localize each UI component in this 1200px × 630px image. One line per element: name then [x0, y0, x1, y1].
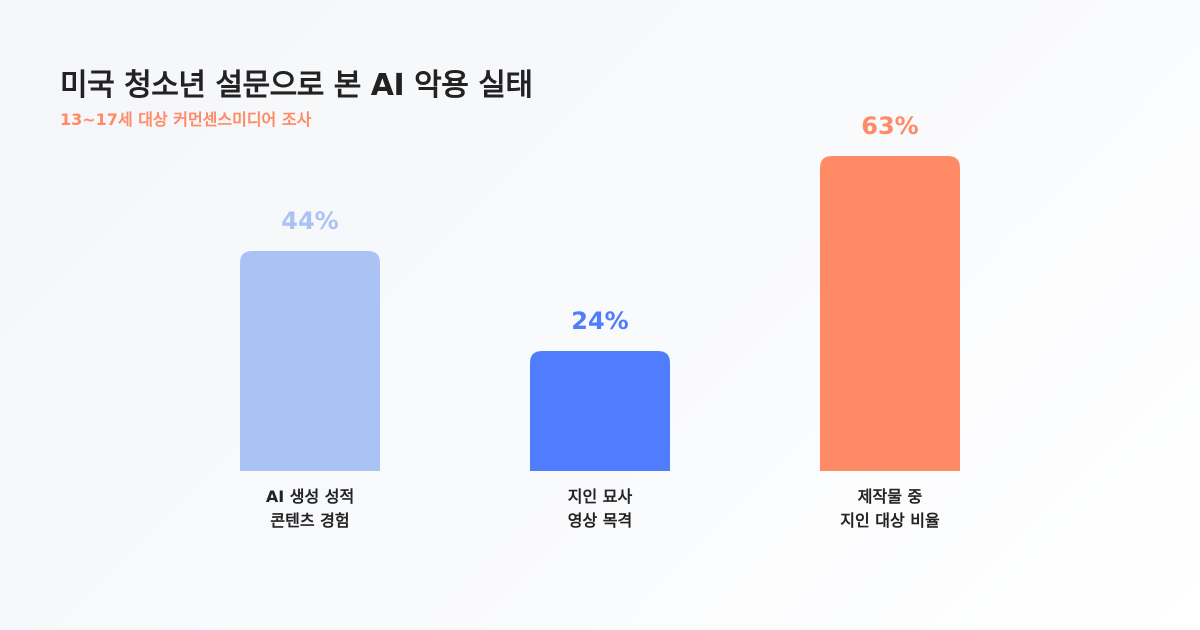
bar-2: [530, 351, 670, 471]
value-label-1: 44%: [281, 207, 338, 235]
category-label-1-line-1: AI 생성 성적: [266, 487, 354, 506]
category-label-3-line-2: 지인 대상 비율: [840, 511, 940, 530]
category-label-2-line-2: 영상 목격: [568, 511, 632, 530]
value-label-2: 24%: [571, 307, 628, 335]
value-label-3: 63%: [861, 112, 918, 140]
category-label-1-line-2: 콘텐츠 경험: [270, 511, 349, 530]
bar-1: [240, 251, 380, 471]
page-title: 미국 청소년 설문으로 본 AI 악용 실태: [60, 68, 533, 103]
category-label-3-line-1: 제작물 중: [858, 487, 923, 506]
category-label-2-line-1: 지인 묘사: [568, 487, 633, 506]
bar-3: [820, 156, 960, 471]
page-subtitle: 13~17세 대상 커먼센스미디어 조사: [60, 110, 312, 129]
